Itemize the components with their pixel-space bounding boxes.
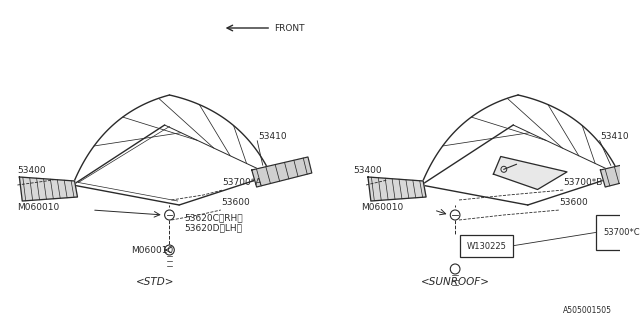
Polygon shape <box>368 177 426 201</box>
Polygon shape <box>600 157 640 187</box>
Text: 53700*A: 53700*A <box>223 178 262 187</box>
Text: A505001505: A505001505 <box>563 306 612 315</box>
Bar <box>596 215 640 250</box>
Text: M060010: M060010 <box>361 203 403 212</box>
Text: 53400: 53400 <box>17 166 46 175</box>
Text: M060010: M060010 <box>17 203 60 212</box>
Text: FRONT: FRONT <box>274 23 305 33</box>
Text: M060010: M060010 <box>131 245 173 254</box>
Polygon shape <box>252 157 312 187</box>
Text: 53620D〈LH〉: 53620D〈LH〉 <box>184 223 242 233</box>
Polygon shape <box>493 156 567 189</box>
Polygon shape <box>19 177 77 201</box>
Text: 53410: 53410 <box>600 132 629 140</box>
Text: <STD>: <STD> <box>136 277 174 287</box>
Text: 53600: 53600 <box>560 198 588 207</box>
Text: <SUNROOF>: <SUNROOF> <box>420 277 490 287</box>
Text: 53700*B: 53700*B <box>564 178 603 187</box>
Text: 53410: 53410 <box>259 132 287 140</box>
Text: W130225: W130225 <box>467 242 506 251</box>
Bar <box>460 235 513 257</box>
Text: 53600: 53600 <box>221 198 250 207</box>
Text: 53620C〈RH〉: 53620C〈RH〉 <box>184 213 243 222</box>
Text: 53700*C: 53700*C <box>604 228 640 237</box>
Text: 53400: 53400 <box>353 166 382 175</box>
